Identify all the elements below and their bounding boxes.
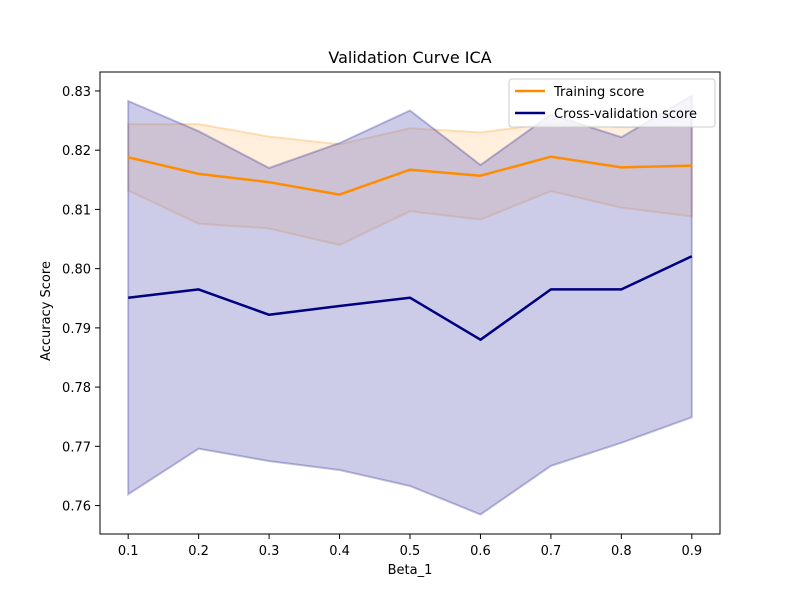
y-tick-label: 0.83 <box>62 85 91 100</box>
chart-title: Validation Curve ICA <box>328 48 491 67</box>
x-tick-label: 0.1 <box>118 544 139 559</box>
y-tick-label: 0.78 <box>62 381 91 396</box>
x-tick-label: 0.9 <box>681 544 702 559</box>
legend: Training score Cross-validation score <box>508 78 716 128</box>
y-tick-label: 0.77 <box>62 440 91 455</box>
x-tick-label: 0.4 <box>329 544 350 559</box>
axes: 0.1 0.2 0.3 0.4 0.5 0.6 0.7 0.8 0.9 0.76 0.77 0.78 0… <box>62 71 721 559</box>
y-tick-label: 0.82 <box>62 144 91 159</box>
y-tick-label: 0.81 <box>62 203 91 218</box>
x-tick-label: 0.3 <box>259 544 280 559</box>
x-tick-label: 0.8 <box>611 544 632 559</box>
confidence-bands <box>127 93 693 516</box>
y-tick-label: 0.76 <box>62 500 91 515</box>
training-score-legend-label: Training score <box>553 85 644 100</box>
training-score-line <box>127 155 692 196</box>
y-tick-label: 0.79 <box>62 322 91 337</box>
cross-validation-score-line <box>128 255 693 341</box>
x-tick-label: 0.2 <box>188 544 209 559</box>
y-axis-title: Accuracy Score <box>39 261 54 361</box>
legend-box <box>508 78 716 128</box>
training-score-band <box>127 122 693 247</box>
cross-validation-score-legend-label: Cross-validation score <box>554 107 697 122</box>
x-tick-label: 0.7 <box>541 544 562 559</box>
cross-validation-score-band <box>127 93 693 516</box>
x-tick-label: 0.6 <box>470 544 491 559</box>
x-tick-label: 0.5 <box>400 544 421 559</box>
series-lines <box>127 155 693 341</box>
y-tick-label: 0.80 <box>62 263 91 278</box>
x-axis-title: Beta_1 <box>388 563 433 578</box>
